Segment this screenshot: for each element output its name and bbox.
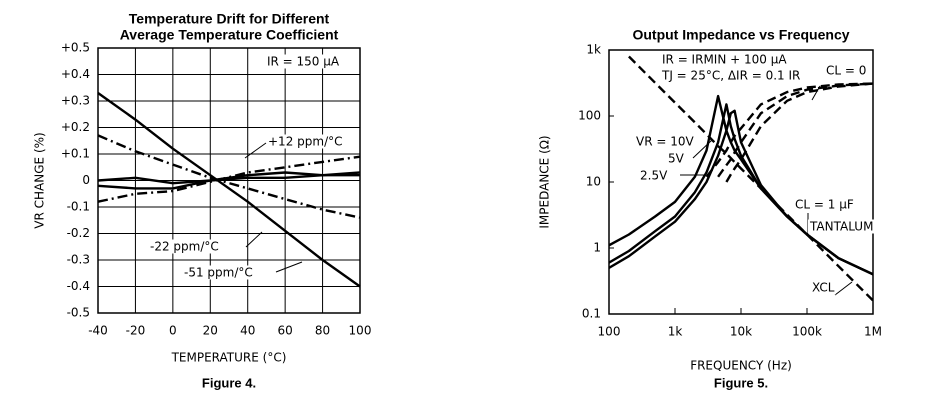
y-tick-label: -0.4 (67, 279, 90, 293)
x-tick-label: 10k (730, 325, 752, 339)
y-tick-label: +0.3 (61, 94, 90, 108)
leader-line (692, 139, 713, 159)
y-tick-label: -0.2 (67, 226, 90, 240)
x-axis-label: FREQUENCY (Hz) (690, 359, 792, 373)
data-line (97, 155, 361, 203)
leader-line (275, 261, 303, 273)
y-tick-label: 10 (586, 175, 601, 189)
annotation: CL = 0 (826, 64, 866, 78)
y-tick-label: -0.1 (67, 200, 90, 214)
data-line (717, 82, 873, 178)
y-axis-label: IMPEDANCE (Ω) (538, 135, 552, 228)
plot-frame (608, 49, 874, 315)
annotation-bg (811, 280, 836, 295)
data-line (97, 92, 361, 288)
annotation-bg (265, 54, 341, 69)
caption: Figure 5. (714, 375, 768, 390)
x-tick-label: 1k (668, 325, 683, 339)
annotation: 5V (668, 152, 685, 166)
annotation: -22 ppm/°C (150, 240, 219, 254)
data-line (628, 55, 873, 302)
y-tick-label: 100 (578, 109, 601, 123)
x-tick-label: -40 (88, 324, 108, 338)
y-tick-label: +0.4 (61, 67, 90, 81)
y-axis-label: VR CHANGE (%) (33, 132, 47, 228)
data-line (725, 82, 873, 183)
annotation: CL = 1 μF (795, 198, 854, 212)
y-tick-label: +0.2 (61, 120, 90, 134)
y-tick-label: -0.3 (67, 253, 90, 267)
leader-line (834, 281, 853, 296)
annotation: IR = IRMIN + 100 μA (662, 53, 787, 67)
leader-line (244, 142, 267, 159)
caption: Figure 4. (202, 375, 256, 390)
x-tick-label: 80 (315, 324, 330, 338)
data-line (609, 94, 873, 276)
annotation-bg (794, 197, 855, 212)
x-tick-label: 60 (278, 324, 293, 338)
x-tick-label: -20 (126, 324, 146, 338)
annotation: TJ = 25°C, ΔIR = 0.1 IR (661, 69, 800, 83)
y-tick-label: 0 (82, 173, 90, 187)
annotation: TANTALUM (809, 220, 873, 234)
annotation: IR = 150 μA (267, 55, 340, 69)
annotation-bg (183, 265, 254, 280)
data-line (705, 82, 873, 178)
data-line (97, 171, 361, 185)
annotation-bg (825, 63, 868, 78)
x-tick-label: 20 (203, 324, 218, 338)
annotation-bg (661, 52, 789, 67)
x-tick-label: 100k (792, 325, 822, 339)
data-line (97, 134, 361, 219)
chart-title: Temperature Drift for Different (129, 11, 330, 27)
annotation-bg (267, 134, 344, 149)
annotation: VR = 10V (636, 135, 695, 149)
y-tick-label: 1 (593, 241, 601, 255)
chart: Output Impedance vs Frequency FREQUENCY (… (538, 27, 883, 391)
x-tick-label: 100 (598, 325, 621, 339)
annotation: 2.5V (640, 169, 668, 183)
chart-title: Output Impedance vs Frequency (632, 27, 849, 43)
annotation-bg (660, 68, 802, 83)
annotation-bg (635, 134, 696, 149)
chart-title: Average Temperature Coefficient (120, 27, 339, 43)
x-axis-label: TEMPERATURE (°C) (171, 351, 287, 365)
y-tick-label: -0.5 (67, 306, 90, 320)
annotation-bg (667, 151, 686, 166)
annotation-bg (149, 239, 220, 254)
leader-line (811, 85, 821, 101)
y-tick-label: 1k (586, 43, 601, 57)
y-tick-label: +0.5 (61, 41, 90, 55)
annotation: XCL (812, 281, 835, 295)
x-tick-label: 40 (240, 324, 255, 338)
x-tick-label: 1M (864, 325, 882, 339)
data-line (97, 174, 360, 190)
x-tick-label: 100 (349, 324, 372, 338)
y-tick-label: +0.1 (61, 147, 90, 161)
annotation-bg (808, 219, 875, 234)
annotation: -51 ppm/°C (184, 266, 253, 280)
leader-line (245, 231, 263, 248)
y-tick-label: 0.1 (582, 307, 601, 321)
x-tick-label: 0 (169, 324, 177, 338)
annotation-bg (639, 168, 670, 183)
annotation: +12 ppm/°C (268, 135, 342, 149)
